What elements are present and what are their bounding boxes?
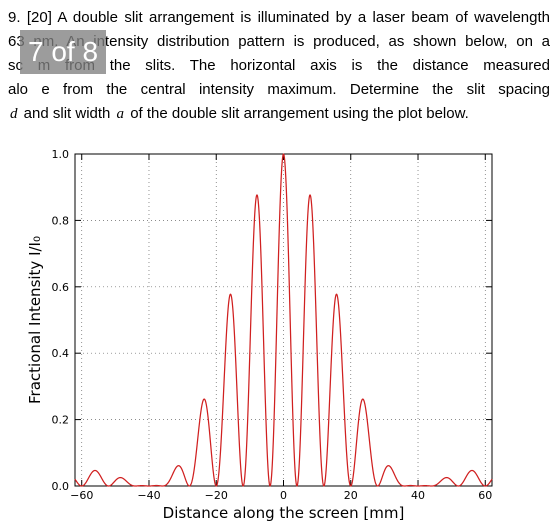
x-tick-label: 60 [478,489,492,502]
x-tick-label: 20 [344,489,358,502]
y-tick-label: 0.0 [52,480,70,493]
slit-spacing-symbol: d [10,106,18,122]
problem-line-3: sc m from the slits. The horizontal axis… [8,57,550,74]
label-layer: −60 −40 −20 0 20 40 60 0.0 0.2 0.4 0.6 0.8 1.0 Distan… [26,148,492,522]
problem-line-5-middle: and slit width [19,105,115,122]
x-tick-label: −20 [205,489,228,502]
problem-line-5: d and slit width a of the double slit ar… [8,102,550,126]
problem-line-2: 63 nm. An intensity distribution pattern… [8,33,550,50]
x-tick-label: 0 [280,489,287,502]
intensity-series-line [74,153,493,487]
x-tick-label: −60 [70,489,93,502]
intensity-plot-figure: −60 −40 −20 0 20 40 60 0.0 0.2 0.4 0.6 0.8 1.0 Distan… [0,140,555,525]
x-tick-label: −40 [137,489,160,502]
page-counter: 7 of 8 [20,30,106,74]
intensity-chart: −60 −40 −20 0 20 40 60 0.0 0.2 0.4 0.6 0.8 1.0 Distan… [26,148,493,522]
problem-line-1: 9. [20] A double slit arrangement is ill… [8,9,550,26]
y-tick-label: 0.8 [52,214,70,227]
y-axis-label: Fractional Intensity I/I₀ [26,236,44,404]
curve-layer [74,153,493,487]
problem-statement: 9. [20] A double slit arrangement is ill… [8,6,550,126]
x-axis-label: Distance along the screen [mm] [163,504,405,522]
y-tick-label: 1.0 [52,148,70,161]
y-tick-label: 0.6 [52,281,70,294]
slit-width-symbol: a [116,106,125,122]
problem-line-4: alo e from the central intensity maximum… [8,81,550,98]
y-tick-label: 0.2 [52,414,70,427]
problem-line-5-end: of the double slit arrangement using the… [126,105,469,122]
plot-background [75,154,492,486]
y-tick-label: 0.4 [52,347,70,360]
x-tick-label: 40 [411,489,425,502]
grid-layer [75,153,492,487]
